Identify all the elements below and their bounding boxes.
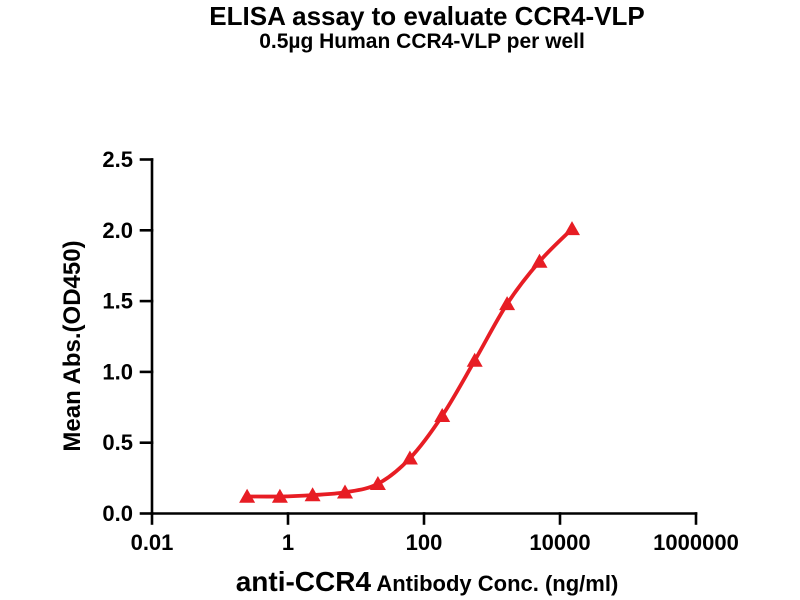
data-point-triangle-marker bbox=[466, 352, 483, 367]
x-tick-label: 1 bbox=[282, 530, 294, 555]
data-point-triangle-marker bbox=[564, 221, 580, 236]
data-point-triangle-marker bbox=[239, 488, 256, 503]
chart-title: ELISA assay to evaluate CCR4-VLP bbox=[209, 1, 644, 31]
axes: 0.01 1 100 10000 1000000 0.0 0.5 1.0 1.5 2.0 2.5 bbox=[102, 147, 738, 555]
chart-subtitle: 0.5µg Human CCR4-VLP per well bbox=[259, 30, 585, 53]
y-tick-label: 2.0 bbox=[102, 218, 133, 243]
data-point-triangle-marker bbox=[401, 450, 418, 465]
x-tick-label: 1000000 bbox=[653, 530, 739, 555]
data-point-triangle-marker bbox=[434, 408, 451, 422]
y-tick-label: 1.5 bbox=[102, 289, 133, 314]
data-point-triangle-marker bbox=[304, 487, 321, 502]
data-point-triangle-marker bbox=[369, 476, 386, 490]
data-point-triangle-marker bbox=[337, 484, 353, 499]
data-point-triangle-marker bbox=[531, 253, 548, 268]
x-axis-label-emphasis: anti-CCR4 bbox=[236, 566, 372, 597]
x-axis-label-units: Antibody Conc. (ng/ml) bbox=[371, 571, 618, 596]
x-tick-label: 100 bbox=[406, 530, 443, 555]
x-axis-label: anti-CCR4 Antibody Conc. (ng/ml) bbox=[236, 566, 619, 597]
x-tick-label: 0.01 bbox=[131, 530, 174, 555]
x-tick-label: 10000 bbox=[529, 530, 590, 555]
data-series bbox=[239, 221, 580, 503]
data-point-triangle-marker bbox=[271, 488, 288, 503]
y-tick-label: 2.5 bbox=[102, 147, 133, 172]
y-tick-label: 1.0 bbox=[102, 359, 133, 384]
y-tick-label: 0.0 bbox=[102, 501, 133, 526]
y-axis-label: Mean Abs.(OD450) bbox=[59, 240, 86, 451]
y-tick-label: 0.5 bbox=[102, 430, 133, 455]
data-point-triangle-marker bbox=[499, 296, 516, 311]
